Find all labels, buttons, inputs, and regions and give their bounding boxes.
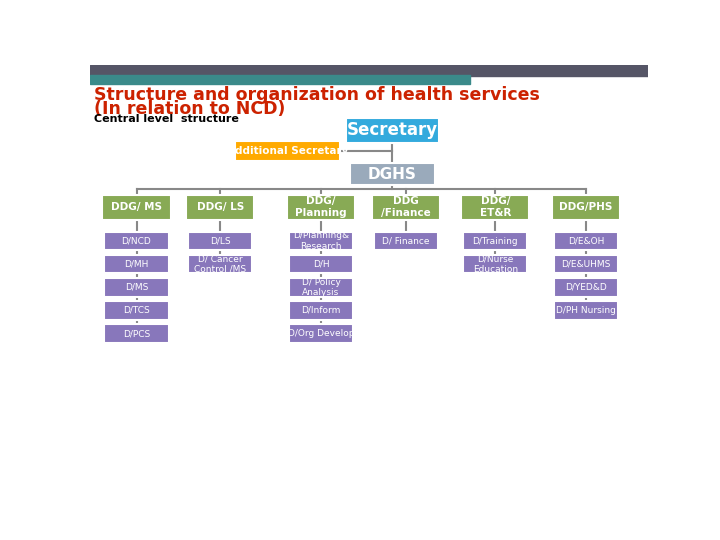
FancyBboxPatch shape [350, 164, 435, 185]
FancyBboxPatch shape [289, 301, 353, 320]
FancyBboxPatch shape [463, 232, 528, 251]
Text: DDG
/Finance: DDG /Finance [382, 197, 431, 218]
FancyBboxPatch shape [289, 255, 353, 273]
Text: D/ Policy
Analysis: D/ Policy Analysis [302, 278, 341, 297]
Text: D/E&OH: D/E&OH [568, 237, 604, 246]
FancyBboxPatch shape [289, 278, 353, 296]
FancyBboxPatch shape [374, 232, 438, 251]
FancyBboxPatch shape [287, 195, 355, 220]
Text: Structure and organization of health services: Structure and organization of health ser… [94, 86, 540, 104]
FancyBboxPatch shape [188, 255, 253, 273]
FancyBboxPatch shape [554, 232, 618, 251]
FancyBboxPatch shape [289, 325, 353, 343]
Text: D/MH: D/MH [125, 260, 149, 269]
FancyBboxPatch shape [554, 278, 618, 296]
Text: Central level  structure: Central level structure [94, 114, 239, 124]
Bar [90, 65, 648, 76]
Text: D/Inform: D/Inform [301, 306, 341, 315]
FancyBboxPatch shape [104, 255, 168, 273]
FancyBboxPatch shape [104, 278, 168, 296]
Text: D/NCD: D/NCD [122, 237, 151, 246]
Text: Secretary: Secretary [347, 122, 438, 139]
Text: D/Org Develop: D/Org Develop [288, 329, 354, 338]
FancyBboxPatch shape [104, 301, 168, 320]
FancyBboxPatch shape [104, 232, 168, 251]
Text: D/E&UHMS: D/E&UHMS [562, 260, 611, 269]
Text: D/PH Nursing: D/PH Nursing [556, 306, 616, 315]
FancyBboxPatch shape [462, 195, 529, 220]
FancyBboxPatch shape [186, 195, 254, 220]
Text: DGHS: DGHS [368, 167, 417, 181]
Text: DDG/
Planning: DDG/ Planning [295, 197, 347, 218]
Text: D/TCS: D/TCS [123, 306, 150, 315]
FancyBboxPatch shape [104, 325, 168, 343]
FancyBboxPatch shape [552, 195, 620, 220]
FancyBboxPatch shape [554, 301, 618, 320]
FancyBboxPatch shape [289, 232, 353, 251]
Text: D/LS: D/LS [210, 237, 230, 246]
Text: DDG/ LS: DDG/ LS [197, 202, 244, 212]
Text: D/Planning&
Research: D/Planning& Research [293, 232, 349, 251]
FancyBboxPatch shape [554, 255, 618, 273]
Text: D/ Cancer
Control /MS: D/ Cancer Control /MS [194, 254, 246, 274]
Text: D/Training: D/Training [472, 237, 518, 246]
Text: D/Nurse
Education: D/Nurse Education [473, 254, 518, 274]
FancyBboxPatch shape [463, 255, 528, 273]
Bar [90, 75, 469, 84]
Text: D/MS: D/MS [125, 283, 148, 292]
Text: D/H: D/H [312, 260, 329, 269]
FancyBboxPatch shape [372, 195, 441, 220]
FancyBboxPatch shape [102, 195, 171, 220]
Text: D/ Finance: D/ Finance [382, 237, 430, 246]
FancyBboxPatch shape [188, 232, 253, 251]
FancyBboxPatch shape [235, 141, 340, 161]
Text: D/YED&D: D/YED&D [565, 283, 607, 292]
Text: DDG/
ET&R: DDG/ ET&R [480, 197, 511, 218]
Text: DDG/PHS: DDG/PHS [559, 202, 613, 212]
FancyBboxPatch shape [346, 118, 438, 143]
Text: Additional Secretary: Additional Secretary [227, 146, 348, 156]
Text: DDG/ MS: DDG/ MS [111, 202, 162, 212]
Text: D/PCS: D/PCS [123, 329, 150, 338]
Text: (In relation to NCD): (In relation to NCD) [94, 100, 285, 118]
